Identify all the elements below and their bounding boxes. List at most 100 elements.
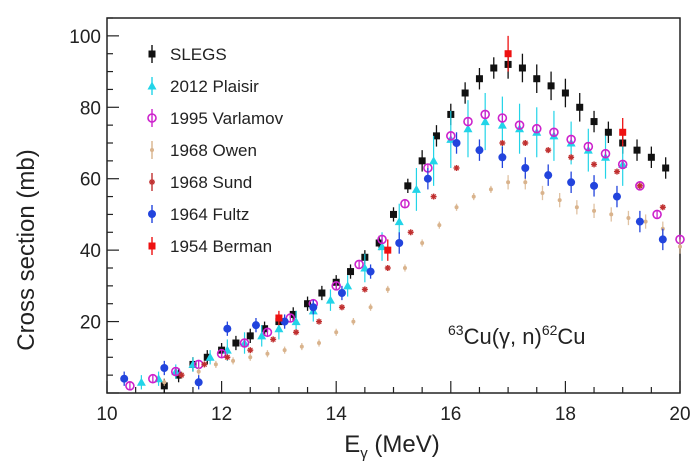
data-point: [400, 198, 410, 209]
data-point: [384, 246, 392, 254]
data-point: [407, 229, 414, 236]
data-point: [257, 331, 267, 340]
series-1954-berman: [275, 35, 627, 326]
data-point: [223, 324, 232, 333]
legend-marker: [147, 113, 157, 123]
data-point: [592, 208, 597, 213]
data-point: [549, 127, 559, 138]
legend-marker: [150, 148, 154, 152]
data-point: [404, 182, 412, 190]
data-point: [331, 281, 342, 291]
legend-label: SLEGS: [170, 45, 227, 64]
legend-marker: [148, 210, 156, 218]
data-point: [662, 164, 670, 172]
data-point: [590, 181, 599, 190]
data-point: [270, 336, 277, 343]
data-point: [213, 362, 218, 367]
data-point: [390, 210, 397, 218]
legend-marker: [148, 242, 156, 250]
data-point: [205, 352, 215, 361]
y-tick-label: 60: [80, 170, 101, 191]
data-point: [488, 187, 493, 192]
data-point: [196, 369, 201, 374]
data-point: [454, 205, 459, 210]
data-point: [463, 124, 473, 133]
legend-label: 1954 Berman: [170, 237, 272, 256]
data-point: [125, 381, 135, 391]
data-point: [394, 217, 404, 226]
data-point: [567, 178, 576, 187]
data-point: [247, 347, 254, 354]
data-point: [293, 329, 300, 336]
data-point: [678, 244, 682, 249]
data-point: [201, 361, 208, 368]
data-point: [366, 267, 375, 276]
data-point: [523, 180, 528, 185]
data-point: [343, 281, 353, 290]
data-point: [411, 184, 421, 193]
data-point: [377, 234, 387, 245]
data-point: [633, 146, 641, 154]
data-point: [280, 317, 289, 326]
data-point: [316, 318, 323, 325]
data-point: [162, 380, 167, 385]
data-point: [337, 289, 346, 297]
data-point: [619, 128, 627, 136]
data-point: [497, 120, 507, 129]
data-point: [600, 148, 611, 159]
data-point: [533, 75, 541, 83]
data-point: [216, 348, 227, 359]
data-point: [480, 117, 490, 126]
data-point: [635, 217, 644, 226]
data-point: [318, 289, 326, 297]
data-point: [557, 198, 562, 203]
data-point: [420, 241, 425, 245]
data-point: [385, 287, 390, 292]
data-point: [604, 128, 612, 136]
data-point: [576, 103, 584, 111]
data-point: [338, 304, 345, 311]
data-point: [475, 75, 483, 83]
legend: SLEGS 2012 Plaisir 1995 Varlamov 1968 Owen 1…: [147, 45, 284, 256]
y-tick-label: 40: [80, 241, 101, 262]
data-point: [514, 120, 525, 130]
legend-item: SLEGS: [148, 45, 227, 64]
data-point: [437, 223, 442, 228]
data-point: [612, 192, 621, 201]
data-point: [561, 89, 569, 97]
data-point: [452, 139, 461, 147]
data-point: [309, 303, 318, 312]
y-tick-label: 100: [69, 27, 101, 48]
data-point: [304, 300, 312, 308]
x-tick-label: 14: [326, 404, 348, 425]
data-point: [490, 64, 498, 72]
data-point: [334, 330, 339, 335]
data-point: [299, 344, 304, 349]
data-point: [423, 174, 432, 183]
data-point: [590, 118, 598, 126]
data-point: [647, 153, 655, 161]
data-point: [368, 305, 373, 310]
x-tick-label: 18: [555, 404, 576, 425]
data-point: [471, 194, 476, 199]
data-point: [613, 168, 620, 175]
legend-item: 1968 Sund: [149, 173, 252, 192]
data-point: [317, 341, 322, 345]
data-point: [361, 286, 368, 293]
data-point: [360, 263, 370, 272]
data-point: [178, 372, 185, 379]
data-point: [636, 182, 643, 189]
data-point: [291, 317, 301, 326]
data-point: [351, 319, 356, 324]
data-point: [566, 134, 576, 145]
data-point: [506, 180, 511, 185]
data-point: [609, 212, 614, 217]
data-point: [591, 161, 598, 168]
data-point: [232, 339, 240, 347]
data-point: [658, 235, 667, 244]
series-1964-fultz: [120, 132, 667, 390]
data-point: [203, 353, 211, 361]
data-point: [347, 268, 355, 276]
series-1995-varlamov: [125, 109, 685, 391]
series-layer: [120, 35, 685, 393]
